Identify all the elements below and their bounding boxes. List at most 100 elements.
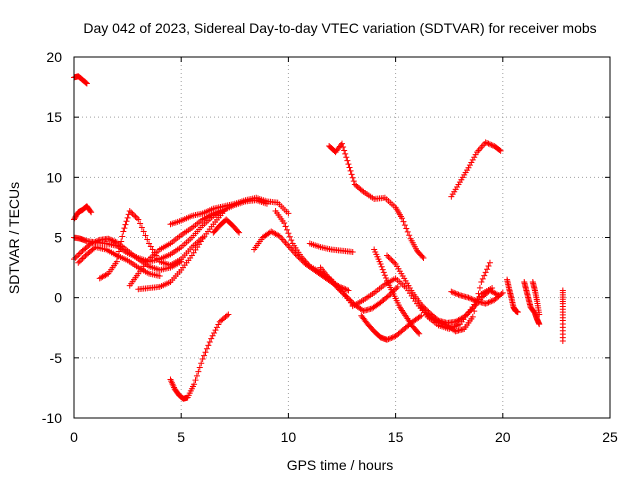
data-point-interp	[92, 238, 99, 245]
data-point-interp	[106, 236, 113, 243]
data-point-interp	[89, 239, 96, 246]
data-point-interp	[91, 239, 98, 246]
data-point-interp	[82, 252, 89, 259]
data-point-interp	[379, 266, 386, 273]
data-point-interp	[124, 214, 131, 221]
data-point-interp	[103, 271, 110, 278]
data-point	[461, 313, 468, 320]
data-point	[384, 336, 391, 343]
data-point-interp	[128, 209, 135, 216]
data-point-interp	[206, 338, 213, 345]
data-point-interp	[382, 275, 389, 282]
data-point-interp	[195, 368, 202, 375]
data-point-interp	[133, 215, 140, 222]
data-point-interp	[451, 289, 458, 296]
data-point-interp	[388, 334, 395, 341]
data-point	[497, 147, 504, 154]
data-point-interp	[339, 289, 345, 296]
data-point	[334, 285, 341, 292]
data-point-interp	[340, 144, 347, 151]
data-point-interp	[348, 171, 355, 178]
data-point-interp	[436, 319, 443, 326]
data-point-interp	[406, 232, 413, 239]
data-point-interp	[439, 320, 446, 327]
data-point-interp	[140, 228, 147, 235]
data-point	[465, 164, 472, 171]
data-point	[418, 312, 425, 319]
data-point	[448, 288, 455, 295]
y-tick-label: -10	[42, 410, 62, 426]
data-point	[384, 252, 391, 259]
data-point-interp	[466, 162, 473, 169]
data-point-interp	[403, 225, 410, 232]
data-point-interp	[347, 297, 354, 304]
data-point	[386, 292, 393, 299]
data-point-interp	[282, 223, 289, 230]
data-point-interp	[484, 266, 491, 273]
data-point-interp	[337, 287, 344, 294]
data-point-interp	[235, 228, 242, 235]
data-point-interp	[496, 147, 503, 154]
data-point-interp	[215, 321, 222, 328]
data-point-interp	[286, 233, 293, 240]
data-point-interp	[349, 299, 356, 306]
data-point-interp	[462, 312, 469, 319]
data-point-interp	[340, 290, 347, 297]
data-point	[191, 381, 198, 388]
data-point-interp	[283, 226, 290, 233]
data-point-interp	[468, 295, 475, 302]
data-point-interp	[119, 233, 126, 240]
data-point-interp	[123, 218, 130, 225]
data-point	[486, 259, 493, 266]
data-point-interp	[346, 164, 353, 171]
data-point-interp	[404, 228, 411, 235]
data-point-interp	[131, 212, 138, 219]
data-point	[146, 240, 153, 247]
data-point	[420, 254, 427, 261]
data-point	[83, 80, 90, 87]
data-point	[478, 279, 485, 286]
data-point	[416, 330, 423, 337]
data-point-interp	[486, 298, 493, 305]
data-point-interp	[154, 255, 161, 262]
data-point-interp	[138, 224, 145, 231]
data-point	[120, 228, 127, 235]
data-point-interp	[342, 286, 349, 293]
data-point-interp	[122, 221, 129, 228]
data-point	[135, 216, 142, 223]
data-point-interp	[81, 254, 88, 261]
data-point-interp	[359, 187, 366, 194]
data-point-interp	[137, 220, 144, 227]
data-point	[156, 273, 163, 280]
data-point-interp	[466, 295, 473, 302]
x-tick-label: 5	[177, 429, 185, 445]
data-point-interp	[498, 291, 505, 298]
data-point-interp	[285, 230, 292, 237]
data-point-interp	[471, 154, 478, 161]
y-tick-label: 15	[46, 109, 62, 125]
data-point-interp	[469, 156, 476, 163]
data-point-interp	[441, 321, 448, 328]
data-point-interp	[76, 258, 83, 265]
data-point	[345, 161, 352, 168]
data-point	[469, 313, 476, 320]
x-tick-label: 20	[495, 429, 511, 445]
data-point-interp	[203, 345, 210, 352]
data-point-interp	[349, 174, 356, 181]
data-point	[377, 260, 384, 267]
data-point-interp	[472, 151, 479, 158]
data-point	[225, 311, 232, 318]
data-point-interp	[434, 317, 441, 324]
data-point	[349, 248, 356, 255]
data-point-interp	[485, 262, 492, 269]
y-tick-label: 10	[46, 169, 62, 185]
data-point	[394, 283, 401, 290]
data-point	[465, 294, 472, 301]
data-point-interp	[380, 269, 387, 276]
x-axis-label: GPS time / hours	[287, 457, 394, 473]
data-point-interp	[341, 292, 348, 299]
x-tick-label: 10	[281, 429, 297, 445]
data-point	[293, 252, 300, 259]
